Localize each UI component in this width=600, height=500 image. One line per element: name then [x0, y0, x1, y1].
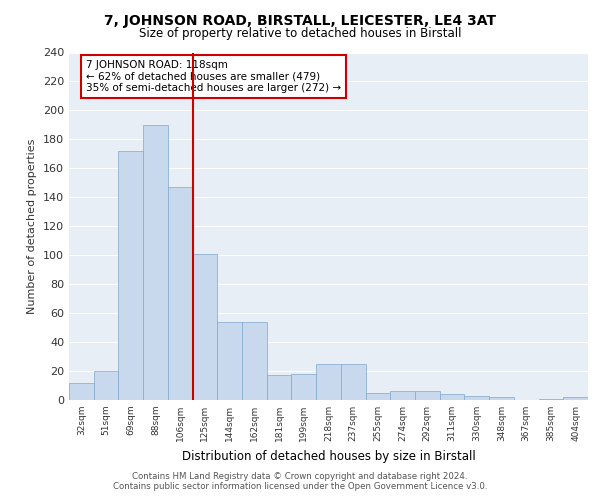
Y-axis label: Number of detached properties: Number of detached properties — [28, 138, 37, 314]
Bar — [168, 187, 193, 400]
Bar — [415, 392, 440, 400]
Bar — [267, 376, 292, 400]
Bar — [292, 374, 316, 400]
Bar — [143, 125, 168, 400]
Text: Contains HM Land Registry data © Crown copyright and database right 2024.
Contai: Contains HM Land Registry data © Crown c… — [113, 472, 487, 491]
Bar — [390, 392, 415, 400]
Bar — [365, 393, 390, 400]
Bar — [193, 254, 217, 400]
Bar — [440, 394, 464, 400]
Text: 7, JOHNSON ROAD, BIRSTALL, LEICESTER, LE4 3AT: 7, JOHNSON ROAD, BIRSTALL, LEICESTER, LE… — [104, 14, 496, 28]
Text: 7 JOHNSON ROAD: 118sqm
← 62% of detached houses are smaller (479)
35% of semi-de: 7 JOHNSON ROAD: 118sqm ← 62% of detached… — [86, 60, 341, 93]
X-axis label: Distribution of detached houses by size in Birstall: Distribution of detached houses by size … — [182, 450, 475, 462]
Text: Size of property relative to detached houses in Birstall: Size of property relative to detached ho… — [139, 28, 461, 40]
Bar — [118, 151, 143, 400]
Bar — [69, 382, 94, 400]
Bar — [539, 398, 563, 400]
Bar — [563, 397, 588, 400]
Bar — [341, 364, 365, 400]
Bar — [464, 396, 489, 400]
Bar — [94, 371, 118, 400]
Bar — [316, 364, 341, 400]
Bar — [489, 397, 514, 400]
Bar — [242, 322, 267, 400]
Bar — [217, 322, 242, 400]
